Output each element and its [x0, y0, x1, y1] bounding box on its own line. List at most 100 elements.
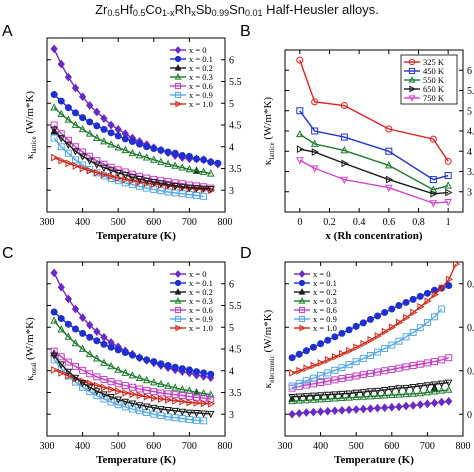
data-point	[338, 329, 346, 337]
data-point	[193, 191, 201, 199]
series-line	[53, 272, 211, 379]
data-point	[331, 376, 339, 384]
legend-marker	[175, 324, 182, 332]
data-point	[136, 140, 144, 148]
data-point	[311, 127, 319, 135]
data-point	[366, 392, 375, 400]
data-point	[302, 377, 310, 385]
legend-label: x = 0.6	[189, 81, 213, 91]
y-tick-label: 3.5	[229, 388, 242, 399]
data-point	[302, 347, 310, 355]
legend-label: x = 0.2	[189, 287, 213, 297]
data-point	[149, 155, 158, 163]
data-point	[295, 396, 304, 404]
data-point	[352, 392, 361, 401]
data-point	[309, 395, 318, 403]
y-tick-label: 4	[467, 147, 472, 158]
data-point	[128, 174, 137, 182]
data-point	[71, 325, 79, 333]
data-point	[149, 404, 158, 413]
data-point	[171, 383, 179, 391]
data-point	[128, 138, 136, 146]
data-point	[165, 396, 173, 404]
x-tick-label: 500	[349, 441, 364, 452]
data-point	[385, 125, 393, 133]
data-point	[51, 366, 59, 374]
data-point	[366, 404, 375, 413]
data-point	[288, 396, 296, 405]
data-point	[143, 356, 151, 364]
legend-label: x = 0	[313, 269, 331, 279]
data-point	[373, 403, 382, 413]
data-point	[381, 367, 389, 375]
x-tick-label: 0.2	[323, 217, 336, 228]
panel-letter: B	[240, 23, 251, 40]
data-point	[50, 121, 58, 129]
data-point	[101, 383, 109, 392]
data-point	[100, 164, 108, 173]
legend-marker	[174, 297, 182, 304]
data-point	[185, 409, 194, 417]
data-point	[381, 345, 389, 353]
data-point	[171, 161, 179, 169]
data-point	[100, 395, 108, 403]
series-7	[50, 126, 215, 194]
data-point	[93, 122, 101, 130]
data-point	[409, 383, 417, 392]
y-label-subscript: electronic	[268, 355, 276, 383]
data-point	[340, 146, 349, 154]
data-point	[288, 382, 296, 390]
series-line	[291, 308, 443, 387]
data-point	[78, 124, 87, 133]
x-tick-label: 300	[40, 441, 55, 452]
data-point	[121, 348, 129, 356]
data-point	[71, 362, 79, 370]
y-axis-label: κtotal (W/m*K)	[24, 317, 38, 381]
data-point	[57, 109, 66, 118]
data-point	[193, 416, 201, 424]
data-point	[385, 161, 393, 169]
data-point	[50, 316, 58, 324]
panel-letter: A	[2, 23, 13, 40]
plot-frame	[284, 261, 464, 437]
data-point	[296, 366, 304, 375]
data-point	[178, 408, 187, 417]
data-point	[93, 169, 102, 177]
data-point	[185, 366, 193, 374]
data-point	[114, 346, 122, 354]
data-point	[431, 358, 439, 366]
data-area	[50, 44, 222, 200]
data-point	[164, 148, 172, 156]
data-point	[395, 364, 403, 372]
title-text: Rh	[174, 2, 192, 17]
y-tick-label: 0.1	[467, 366, 474, 377]
data-point	[295, 408, 303, 418]
data-point	[57, 361, 66, 369]
data-point	[178, 183, 187, 192]
x-tick-label: 700	[182, 217, 197, 228]
data-point	[193, 368, 201, 376]
title-text: Zr	[95, 2, 108, 17]
data-point	[178, 365, 186, 373]
legend-marker	[174, 279, 182, 287]
data-point	[206, 169, 215, 177]
y-tick-label: 6	[229, 55, 234, 66]
data-point	[114, 124, 122, 134]
data-point	[71, 148, 80, 156]
series-1	[296, 107, 452, 184]
data-point	[157, 360, 165, 368]
data-point	[207, 158, 215, 166]
data-point	[316, 395, 325, 403]
y-label-unit: (W/m*K)	[262, 97, 274, 143]
data-point	[107, 140, 115, 148]
data-point	[101, 170, 109, 179]
y-label-unit: (W/m*K)	[24, 91, 36, 137]
data-point	[331, 406, 339, 416]
data-point	[93, 354, 101, 362]
data-point	[288, 354, 296, 362]
legend: x = 0x = 0.1x = 0.2x = 0.3x = 0.6x = 0.9…	[170, 45, 213, 109]
data-point	[437, 380, 446, 388]
data-point	[296, 157, 304, 165]
data-point	[323, 394, 332, 402]
series-line	[53, 350, 211, 400]
